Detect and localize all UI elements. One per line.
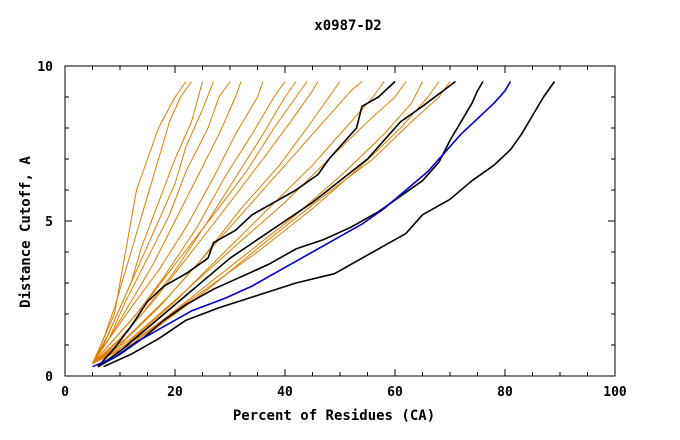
series-line-orange-12	[92, 81, 341, 365]
series-line-black-21	[97, 81, 484, 368]
series-line-orange-1	[92, 81, 187, 364]
series-line-orange-13	[92, 81, 363, 364]
series-line-orange-16	[92, 81, 423, 365]
x-tick-label: 80	[497, 385, 513, 400]
x-tick-label: 40	[277, 385, 293, 400]
y-tick-label: 0	[45, 370, 53, 385]
series-line-orange-5	[92, 81, 231, 364]
chart-title: x0987-D2	[314, 18, 381, 34]
series-line-orange-11	[92, 81, 319, 364]
series-line-black-23	[103, 81, 556, 368]
x-tick-label: 100	[603, 385, 627, 400]
series-line-orange-3	[92, 81, 203, 364]
tick-labels: 0 20 40 60 80 100 0 5 10	[37, 60, 627, 400]
series-line-orange-10	[92, 81, 308, 364]
series-line-orange-18	[92, 81, 451, 365]
series-line-blue-22	[92, 81, 512, 368]
series-line-orange-14	[92, 81, 385, 365]
y-tick-label: 5	[45, 215, 53, 230]
series-line-black-20	[97, 80, 456, 368]
x-tick-label: 0	[61, 385, 69, 400]
plot-frame	[64, 65, 616, 377]
series-line-orange-6	[92, 81, 242, 364]
ticks	[64, 65, 616, 377]
y-axis-label: Distance Cutoff, A	[18, 156, 34, 308]
plot-lines	[92, 80, 556, 368]
series-line-orange-17	[92, 81, 440, 365]
series-line-orange-2	[92, 81, 192, 364]
series-line-orange-15	[92, 81, 407, 365]
series-line-black-19	[97, 80, 396, 368]
x-tick-label: 60	[387, 385, 403, 400]
x-tick-label: 20	[167, 385, 183, 400]
series-line-orange-7	[92, 81, 264, 364]
y-tick-label: 10	[37, 60, 53, 75]
series-line-orange-9	[92, 81, 297, 364]
series-line-orange-4	[92, 81, 214, 364]
x-axis-label: Percent of Residues (CA)	[233, 408, 435, 424]
